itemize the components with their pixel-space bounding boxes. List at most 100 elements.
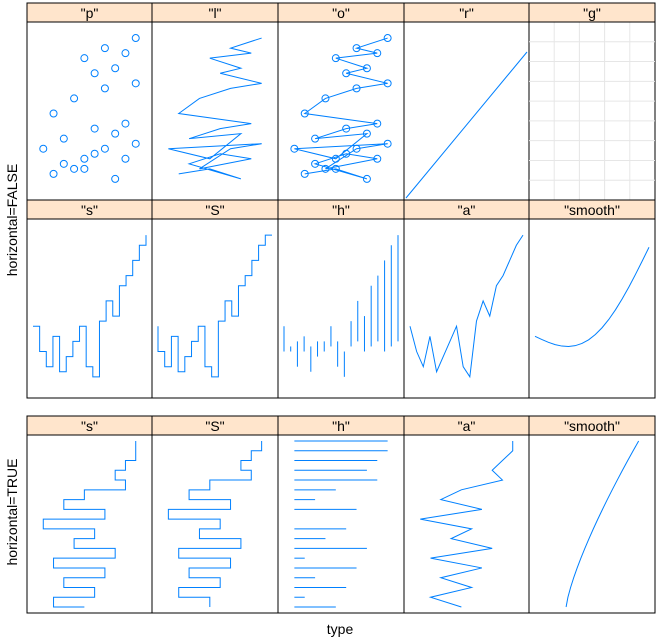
panel-true-s [26,434,153,614]
panel-false2-h [277,218,405,399]
panel-true-s-frame [26,434,153,614]
panel-false-o-point [311,134,320,143]
panel-true-a [403,434,530,614]
panel-true-h [277,434,405,614]
y-axis-label-top: horizontal=FALSE [4,164,20,276]
panel-false-l-line [168,37,262,180]
panel-false-g [528,21,656,201]
panel-false-o-point [362,129,371,138]
panel-false-p-point [80,164,89,173]
panel-false-o-point [362,174,371,183]
panel-false-p-point [121,49,130,58]
panel-false-p-frame [26,21,153,201]
panel-false2-s-step [33,235,147,378]
panel-true-smooth-strip-label: "smooth" [564,418,620,434]
panel-false-p-point [131,34,140,43]
panel-false-p-point [100,144,109,153]
panel-true-S-strip-label: "S" [205,418,224,434]
panel-false-o-point [342,69,351,78]
panel-false2-smooth-strip [528,199,656,220]
panel-false-o-point [331,54,340,63]
panel-false-p-point [39,144,48,153]
panel-false-o [277,21,405,201]
panel-false-p-point [121,119,130,128]
x-axis-label: type [327,621,354,637]
panel-false-p-point [111,129,120,138]
panel-false-l [151,21,279,201]
panel-true-smooth-frame [528,434,656,614]
panel-false-o-point [311,159,320,168]
panel-false-o-point [373,154,382,163]
panel-false-p-point [59,134,68,143]
panel-true-S-frame [151,434,279,614]
panel-false2-smooth [528,218,656,399]
panel-false2-a-strip-label: "a" [458,202,476,218]
panel-false-p-point [131,139,140,148]
panel-false-o-point [321,94,330,103]
panel-false-r-frame [403,21,530,201]
panel-false-p-point [80,154,89,163]
panel-false-o-point [362,64,371,73]
panel-false-p-point [111,174,120,183]
panel-true-s-strip-label: "s" [81,418,98,434]
panel-false-p-point [49,169,58,178]
panel-false-l-strip-label: "l" [208,5,221,21]
panel-false-g-frame [528,21,656,201]
panel-true-s-step [42,441,137,608]
panel-true-smooth-line [565,440,640,608]
panel-false2-S-frame [151,218,279,399]
panel-false-p-point [121,154,130,163]
panel-false-r-regression-line [405,51,528,199]
panel-true-h-frame [277,434,405,614]
panel-false2-s-strip-label: "s" [81,202,98,218]
panel-false-r [403,21,530,201]
panel-false2-a [403,218,530,399]
panel-false-p-point [70,164,79,173]
panel-false-o-point [352,44,361,53]
panel-false2-h-frame [277,218,405,399]
panel-false-p-point [90,69,99,78]
panel-false-o-point [373,119,382,128]
panel-false-g-strip-label: "g" [583,5,601,21]
panel-false-p-point [90,149,99,158]
panel-false-o-strip-label: "o" [332,5,350,21]
panel-false2-s-frame [26,218,153,399]
panel-false-p-point [111,64,120,73]
panel-false2-s [26,218,153,399]
panel-false-o-point [373,49,382,58]
panel-false-o-point [352,144,361,153]
panel-true-smooth [528,434,656,614]
panel-false2-S-strip-label: "S" [205,202,224,218]
panel-false-o-point [331,164,340,173]
panel-false-p-point [59,159,68,168]
panel-false-o-point [331,154,340,163]
panel-false-p-point [70,94,79,103]
panel-false-o-point [352,84,361,93]
panel-false-o-point [383,79,392,88]
panel-false-r-strip-label: "r" [459,5,474,21]
panel-false-p-point [100,44,109,53]
panel-true-a-strip-label: "a" [458,418,476,434]
panel-true-smooth-strip [528,415,656,436]
panel-false-g-strip [528,2,656,23]
panel-true-S-step [167,441,263,607]
panel-false-o-frame [277,21,405,201]
panel-false-o-point [300,109,309,118]
panel-false-o-point [383,139,392,148]
panel-true-h-strip-label: "h" [332,418,350,434]
panel-false2-smooth-frame [528,218,656,399]
panel-false-p [26,21,153,201]
panel-false-p-point [90,124,99,133]
panel-false-o-point [290,144,299,153]
strips-layer: "p" "l" "o" "r" "g" "s" "S" "h" "a" "smooth" "s" "S… [26,2,656,436]
panel-false-o-point [342,149,351,158]
panel-false2-a-line [409,234,524,379]
panel-false2-smooth-strip-label: "smooth" [564,202,620,218]
panel-false-o-point [342,124,351,133]
panel-false2-smooth-line [534,247,650,347]
y-axis-label-bottom: horizontal=TRUE [4,459,20,566]
panel-false2-h-strip-label: "h" [332,202,350,218]
panel-false-o-line [294,37,388,180]
panel-false2-a-frame [403,218,530,399]
panel-false2-S-step [157,234,272,378]
